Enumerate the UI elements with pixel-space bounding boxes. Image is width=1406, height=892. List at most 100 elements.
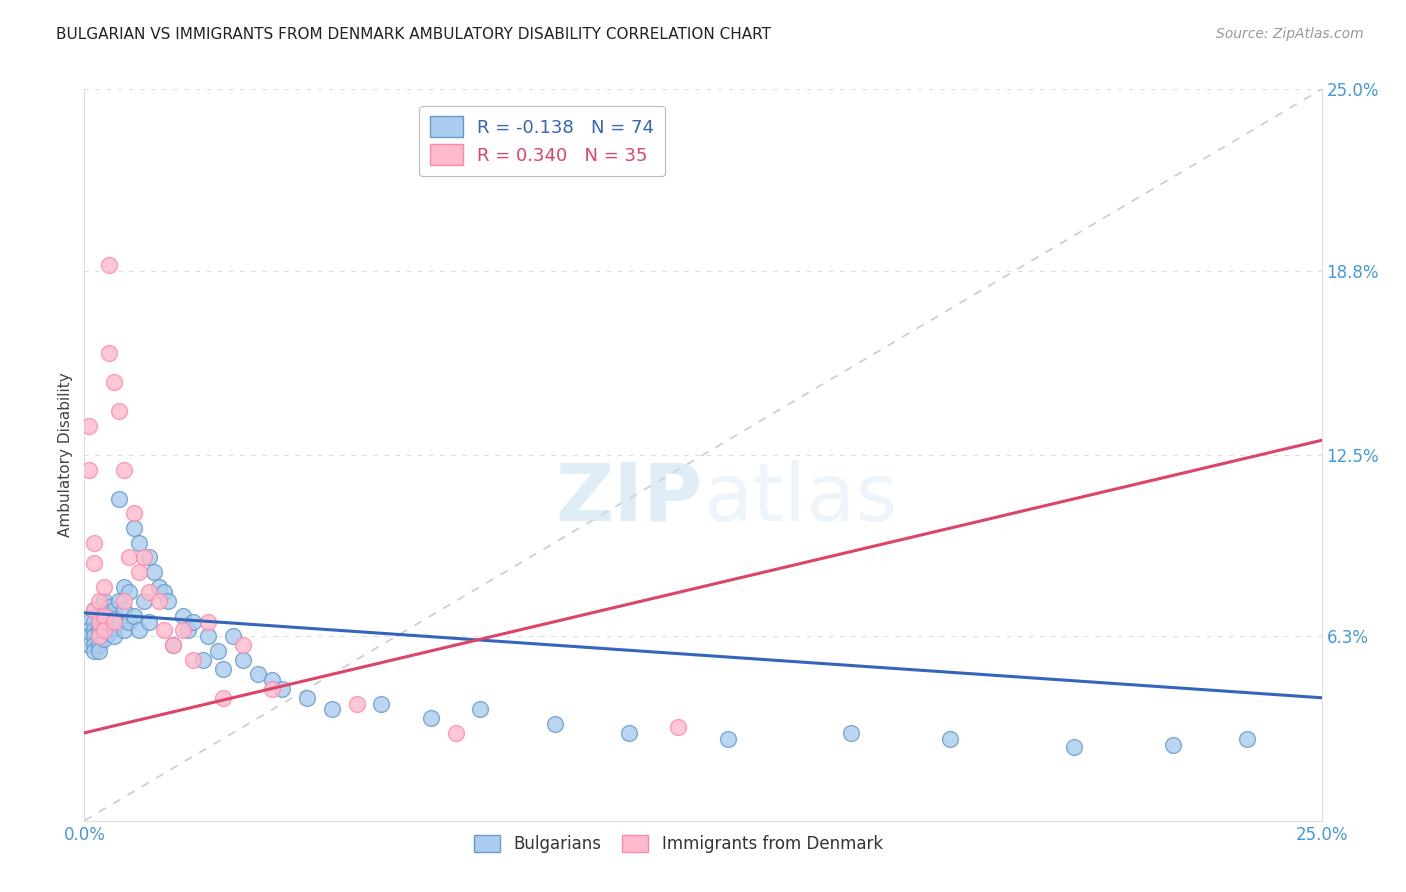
Point [172, 608, 194, 623]
Point [83, 556, 105, 570]
Point [666, 720, 689, 734]
Point [103, 629, 125, 643]
Text: BULGARIAN VS IMMIGRANTS FROM DENMARK AMBULATORY DISABILITY CORRELATION CHART: BULGARIAN VS IMMIGRANTS FROM DENMARK AMB… [56, 27, 772, 42]
Point [89, 638, 111, 652]
Point [83, 629, 105, 643]
Point [138, 550, 160, 565]
Point [112, 580, 135, 594]
Point [617, 726, 640, 740]
Point [197, 615, 219, 629]
Point [232, 653, 254, 667]
Point [138, 615, 160, 629]
Point [181, 653, 204, 667]
Point [262, 673, 284, 688]
Point [83, 644, 105, 658]
Point [118, 585, 141, 599]
Point [93, 594, 115, 608]
Point [122, 608, 145, 623]
Point [841, 726, 863, 740]
Point [89, 615, 111, 629]
Point [83, 603, 105, 617]
Point [207, 644, 229, 658]
Point [1063, 740, 1085, 755]
Point [132, 594, 155, 608]
Point [79, 624, 101, 638]
Point [98, 258, 121, 272]
Point [444, 726, 467, 740]
Point [118, 615, 141, 629]
Point [93, 608, 115, 623]
Point [89, 594, 111, 608]
Point [93, 624, 115, 638]
Point [321, 702, 343, 716]
Point [232, 638, 254, 652]
Point [89, 644, 111, 658]
Point [89, 617, 111, 632]
Point [83, 624, 105, 638]
Point [142, 565, 165, 579]
Point [103, 612, 125, 626]
Point [98, 626, 121, 640]
Point [103, 621, 125, 635]
Point [108, 594, 131, 608]
Point [108, 404, 131, 418]
Point [152, 585, 174, 599]
Point [83, 638, 105, 652]
Point [197, 629, 219, 643]
Point [93, 624, 115, 638]
Point [98, 608, 121, 623]
Point [112, 603, 135, 617]
Point [419, 711, 441, 725]
Point [1236, 731, 1258, 746]
Point [370, 697, 392, 711]
Point [162, 638, 184, 652]
Point [543, 717, 565, 731]
Point [262, 681, 284, 696]
Point [79, 462, 101, 476]
Point [93, 615, 115, 629]
Point [148, 594, 170, 608]
Point [103, 615, 125, 629]
Point [138, 585, 160, 599]
Point [98, 617, 121, 632]
Point [470, 702, 492, 716]
Point [122, 507, 145, 521]
Point [271, 681, 294, 696]
Point [98, 600, 121, 615]
Point [246, 667, 269, 681]
Legend: Bulgarians, Immigrants from Denmark: Bulgarians, Immigrants from Denmark [467, 829, 890, 860]
Text: Source: ZipAtlas.com: Source: ZipAtlas.com [1216, 27, 1364, 41]
Point [1161, 738, 1184, 752]
Text: atlas: atlas [703, 459, 897, 538]
Point [103, 375, 125, 389]
Point [222, 629, 245, 643]
Text: ZIP: ZIP [555, 459, 703, 538]
Point [93, 580, 115, 594]
Point [89, 608, 111, 623]
Y-axis label: Ambulatory Disability: Ambulatory Disability [58, 373, 73, 537]
Point [89, 629, 111, 643]
Point [83, 615, 105, 629]
Point [939, 731, 962, 746]
Point [79, 615, 101, 629]
Point [128, 535, 150, 549]
Point [128, 624, 150, 638]
Point [148, 580, 170, 594]
Point [157, 594, 180, 608]
Point [172, 624, 194, 638]
Point [93, 606, 115, 620]
Point [112, 462, 135, 476]
Point [79, 638, 101, 652]
Point [79, 629, 101, 643]
Point [162, 638, 184, 652]
Point [112, 624, 135, 638]
Point [79, 418, 101, 433]
Point [89, 629, 111, 643]
Point [132, 550, 155, 565]
Point [181, 615, 204, 629]
Point [177, 624, 200, 638]
Point [93, 632, 115, 647]
Point [108, 491, 131, 506]
Point [295, 690, 318, 705]
Point [83, 603, 105, 617]
